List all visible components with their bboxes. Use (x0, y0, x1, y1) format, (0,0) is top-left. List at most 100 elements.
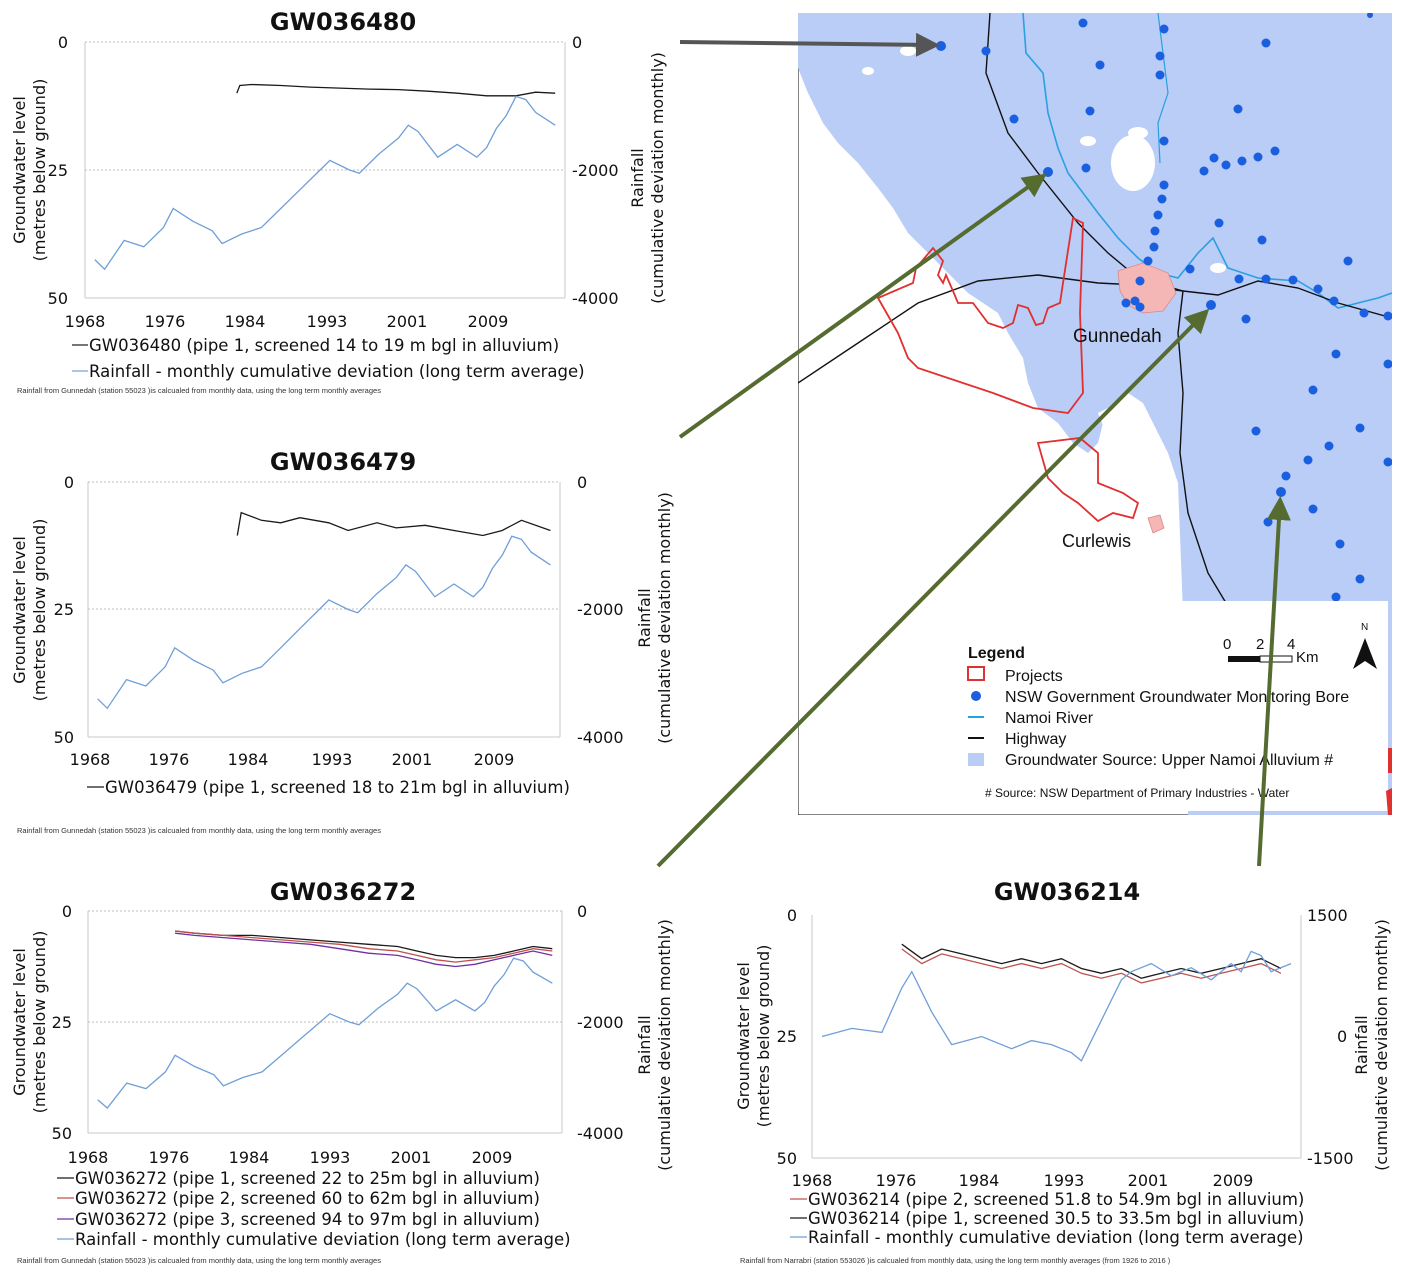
legend-item: Namoi River (1005, 710, 1094, 727)
chart-source-note: Rainfall from Narrabri (station 553026 )… (740, 1256, 1171, 1265)
x-tick-label: 1968 (65, 312, 106, 331)
series-line (901, 943, 1282, 979)
svg-text:(cumulative deviation monthly): (cumulative deviation monthly) (1372, 919, 1391, 1171)
y2-tick-label: -4000 (577, 728, 624, 747)
svg-text:(metres below ground): (metres below ground) (30, 519, 49, 702)
x-ticks: 1968 1976 1984 1993 2001 2009 (70, 750, 515, 769)
x-tick-label: 2001 (1128, 1171, 1169, 1190)
svg-text:2: 2 (1256, 636, 1264, 653)
plot-area (84, 41, 566, 299)
series-line (94, 95, 556, 271)
north-arrow-icon: N (1353, 622, 1377, 669)
plot-area (811, 915, 1302, 1159)
x-tick-label: 2009 (472, 1148, 513, 1167)
svg-text:(metres below ground): (metres below ground) (30, 931, 49, 1114)
x-tick-label: 2009 (474, 750, 515, 769)
x-tick-label: 2009 (468, 312, 509, 331)
legend-entry: GW036214 (pipe 1, screened 30.5 to 33.5m… (808, 1209, 1304, 1228)
series-line (175, 932, 553, 968)
series-line (821, 950, 1292, 1062)
x-tick-label: 1993 (307, 312, 348, 331)
svg-text:(metres below ground): (metres below ground) (30, 79, 49, 262)
legend-entry: GW036272 (pipe 1, screened 22 to 25m bgl… (75, 1169, 540, 1188)
y2-tick-label: 0 (577, 902, 587, 921)
svg-text:Rainfall: Rainfall (1352, 1015, 1371, 1074)
series-line (901, 948, 1282, 984)
town-label-curlewis: Curlewis (1062, 531, 1131, 551)
chart-source-note: Rainfall from Gunnedah (station 55023 )i… (17, 1256, 381, 1265)
legend-entry: Rainfall - monthly cumulative deviation … (75, 1230, 571, 1249)
y2-tick-label: 1500 (1307, 906, 1348, 925)
chart-panel-gw036479: GW036479 0 25 50 0 -2000 -4000 1968 1976… (0, 440, 690, 840)
svg-text:0: 0 (1223, 636, 1231, 653)
chart-gw036480: GW036480 0 25 50 0 -2000 -4000 1968 1976… (10, 8, 667, 395)
bore-swatch (971, 691, 981, 701)
bore-gw036272[interactable] (1206, 300, 1216, 310)
plot-area (87, 910, 563, 1134)
y-ticks-right: 0 -2000 -4000 (572, 33, 619, 308)
series-line (97, 957, 553, 1109)
y2-tick-label: -1500 (1307, 1149, 1354, 1168)
legend-title: Legend (968, 645, 1025, 662)
series-line (97, 535, 551, 710)
x-tick-label: 2009 (1213, 1171, 1254, 1190)
x-tick-label: 1993 (1044, 1171, 1085, 1190)
svg-text:Groundwater level: Groundwater level (10, 536, 29, 684)
x-tick-label: 1993 (312, 750, 353, 769)
legend-entry: GW036214 (pipe 2, screened 51.8 to 54.9m… (808, 1190, 1304, 1209)
legend-item: Highway (1005, 731, 1066, 748)
chart-title: GW036272 (270, 878, 416, 906)
town-label-gunnedah: Gunnedah (1073, 326, 1162, 347)
x-tick-label: 1976 (149, 750, 190, 769)
y-axis-label: Groundwater level (metres below ground) (10, 79, 49, 262)
bore-gw036214[interactable] (1276, 487, 1286, 497)
y-tick-label: 25 (54, 600, 74, 619)
svg-text:(cumulative deviation monthly): (cumulative deviation monthly) (655, 919, 674, 1171)
svg-text:Groundwater level: Groundwater level (10, 96, 29, 244)
y-tick-label: 50 (777, 1149, 797, 1168)
legend-entry: GW036480 (pipe 1, screened 14 to 19 m bg… (89, 336, 559, 355)
x-tick-label: 1968 (68, 1148, 109, 1167)
legend-item: Projects (1005, 668, 1063, 685)
x-tick-label: 1984 (959, 1171, 1000, 1190)
svg-text:Rainfall: Rainfall (635, 1015, 654, 1074)
svg-text:Rainfall: Rainfall (628, 148, 647, 207)
y-axis-label: Groundwater level (metres below ground) (10, 931, 49, 1114)
plot-area (87, 481, 561, 738)
y-ticks-left: 0 25 50 (54, 473, 74, 747)
bore-gw036479[interactable] (1043, 167, 1053, 177)
y2-axis-label: Rainfall (cumulative deviation monthly) (635, 492, 674, 744)
chart-gw036272: GW036272 0 25 50 0 -2000 -4000 1968 1976… (10, 878, 674, 1265)
chart-title: GW036480 (270, 8, 416, 36)
x-tick-label: 2001 (392, 750, 433, 769)
chart-panel-gw036480: GW036480 0 25 50 0 -2000 -4000 1968 1976… (0, 0, 680, 400)
y-ticks-right: 1500 0 -1500 (1307, 906, 1354, 1168)
x-tick-label: 1984 (225, 312, 266, 331)
chart-source-note: Rainfall from Gunnedah (station 55023 )i… (17, 826, 381, 835)
svg-text:4: 4 (1287, 636, 1295, 653)
svg-text:Km: Km (1296, 649, 1319, 666)
svg-text:(metres below ground): (metres below ground) (754, 945, 773, 1128)
chart-title: GW036479 (270, 448, 416, 476)
legend-entry: GW036272 (pipe 2, screened 60 to 62m bgl… (75, 1189, 540, 1208)
bore-gw036480[interactable] (936, 41, 946, 51)
y-tick-label: 50 (54, 728, 74, 747)
legend: GW036480 (pipe 1, screened 14 to 19 m bg… (72, 336, 585, 381)
y-tick-label: 0 (787, 906, 797, 925)
y2-tick-label: -2000 (577, 1013, 624, 1032)
series-line (175, 930, 553, 959)
map-source: # Source: NSW Department of Primary Indu… (985, 786, 1289, 800)
x-tick-label: 1976 (876, 1171, 917, 1190)
y2-tick-label: -4000 (577, 1124, 624, 1143)
svg-text:(cumulative deviation monthly): (cumulative deviation monthly) (655, 492, 674, 744)
y-ticks-left: 0 25 50 (48, 33, 68, 308)
y2-tick-label: 0 (572, 33, 582, 52)
y-axis-label: Groundwater level (metres below ground) (734, 945, 773, 1128)
y2-tick-label: -4000 (572, 289, 619, 308)
y-ticks-left: 0 25 50 (777, 906, 797, 1168)
y-tick-label: 0 (64, 473, 74, 492)
x-tick-label: 1968 (792, 1171, 833, 1190)
series-line (175, 930, 553, 963)
legend-entry: Rainfall - monthly cumulative deviation … (808, 1228, 1304, 1247)
svg-text:Rainfall: Rainfall (635, 588, 654, 647)
